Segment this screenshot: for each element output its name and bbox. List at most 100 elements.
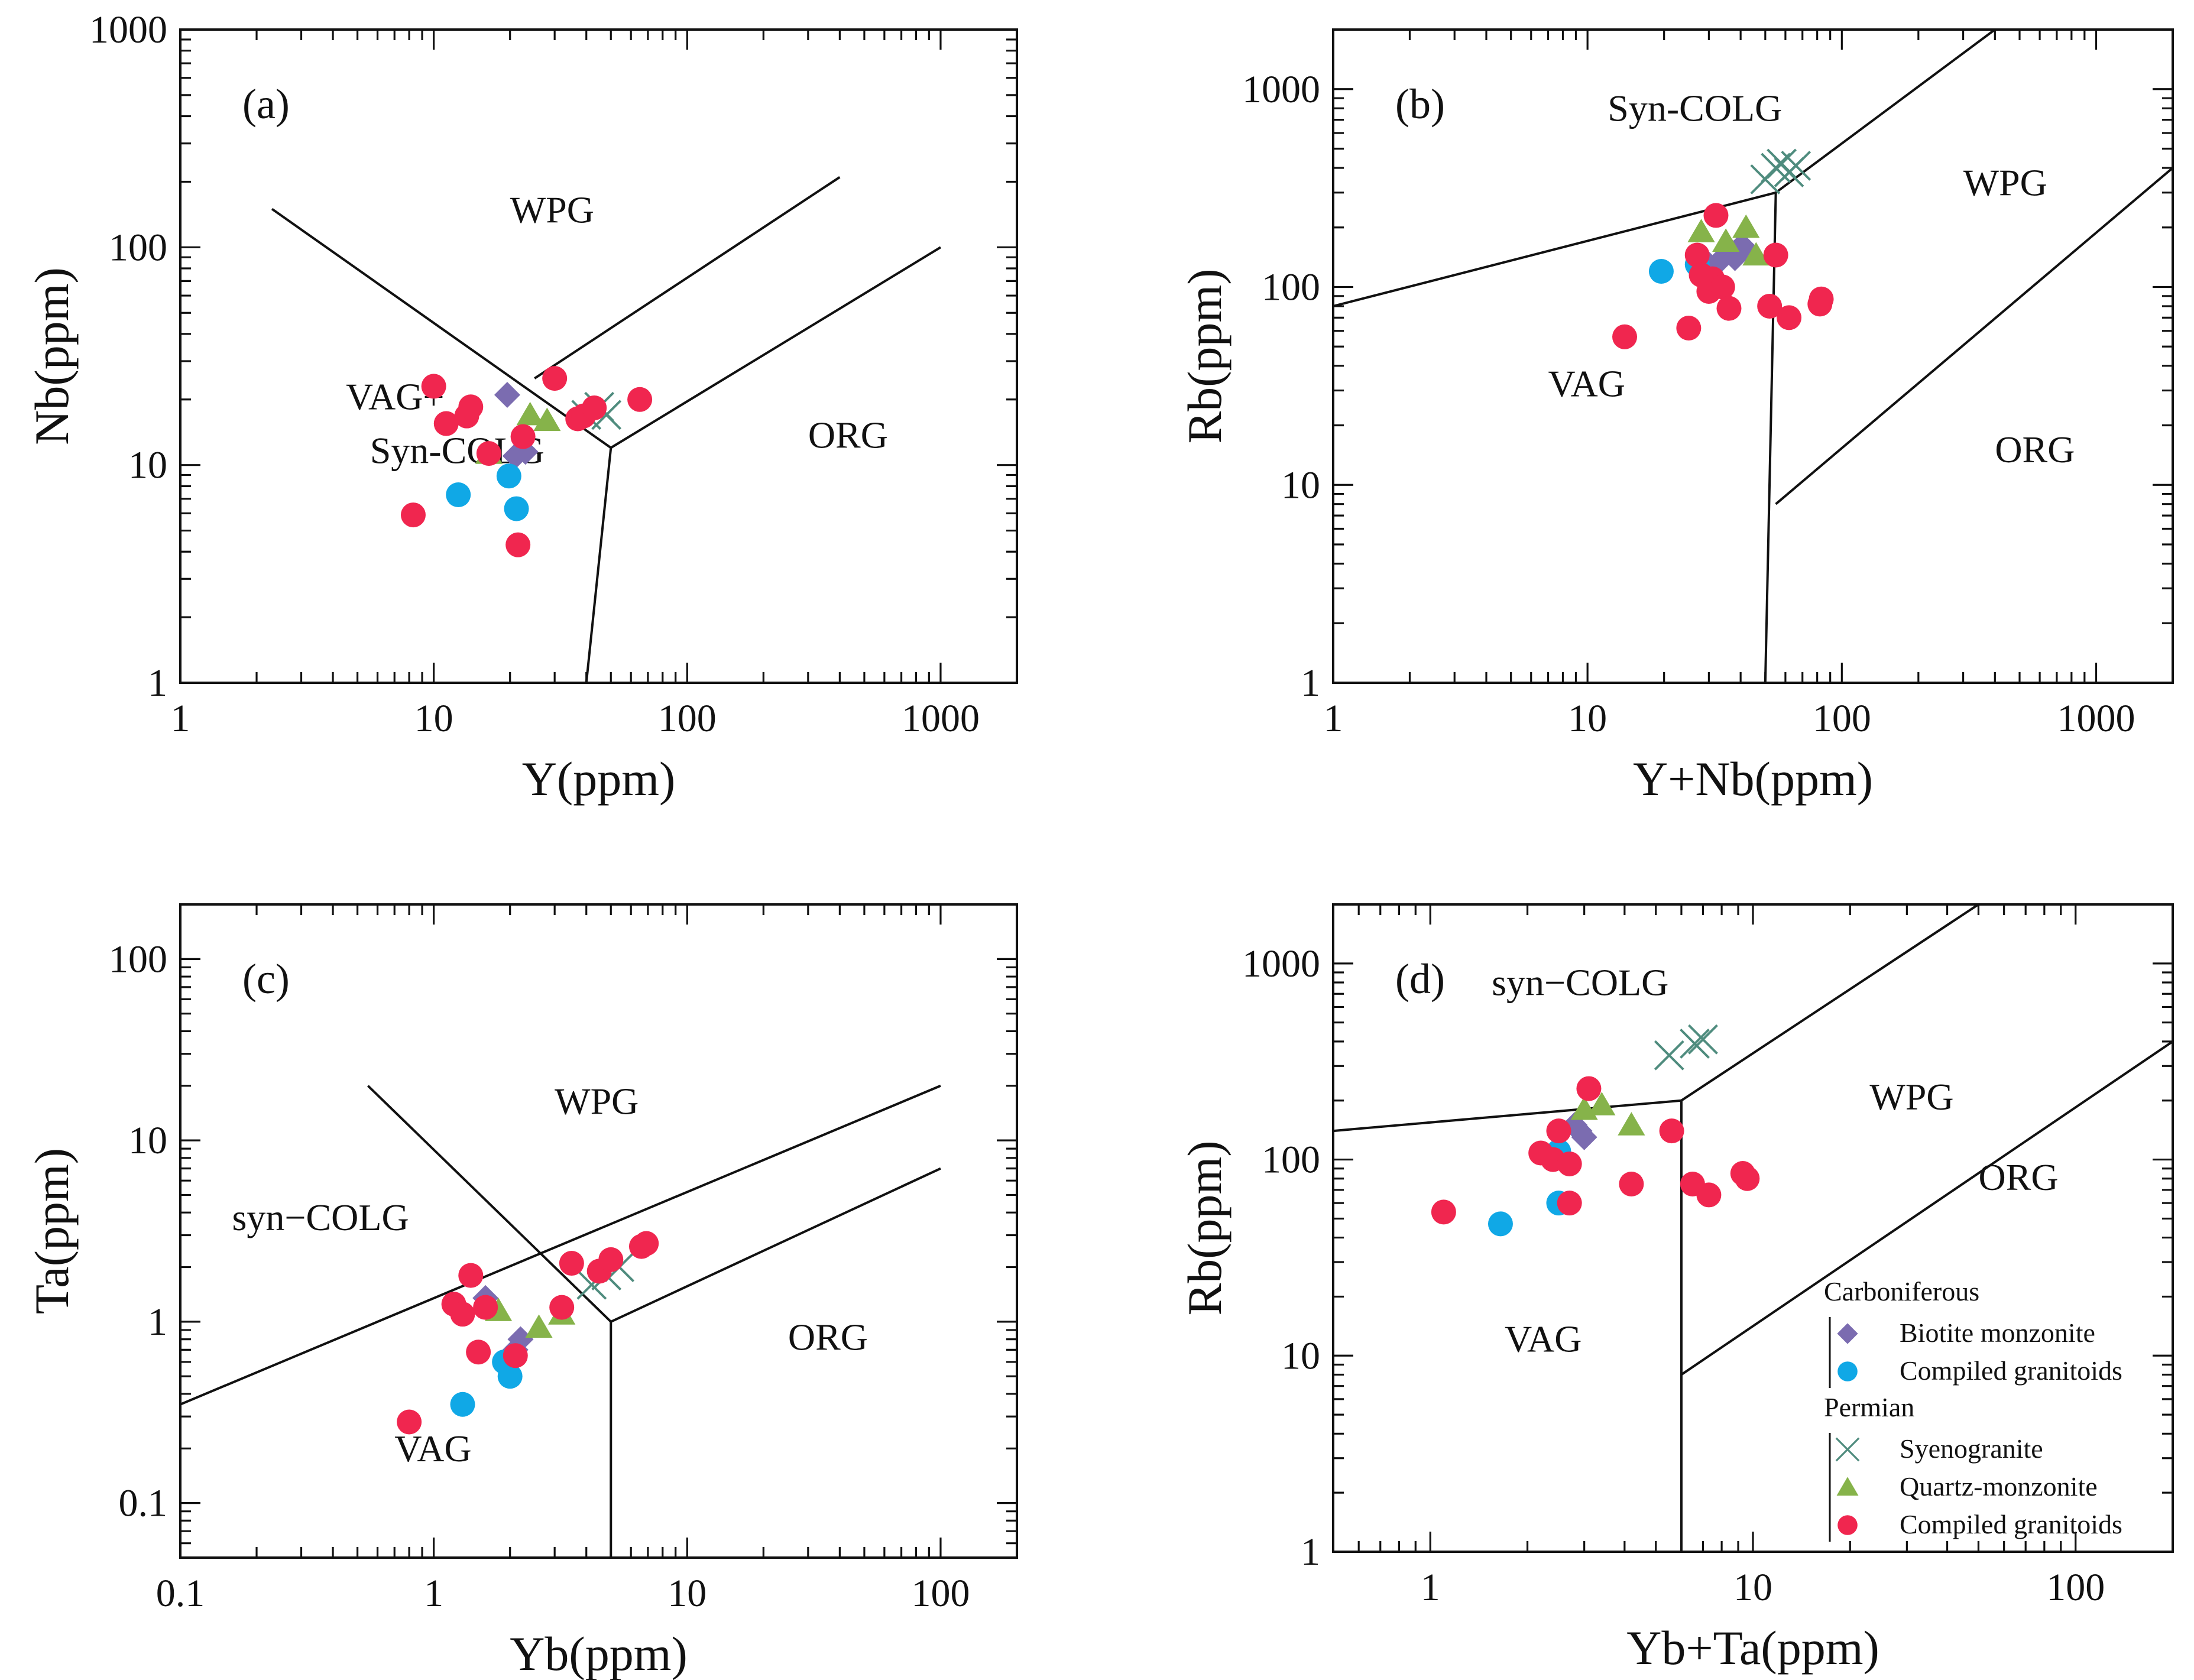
y-tick-label: 1: [148, 661, 167, 705]
data-point: [1571, 1124, 1597, 1150]
y-tick-label: 1000: [1242, 68, 1320, 111]
field-boundaries: [1333, 904, 2173, 1552]
series-compiled-granitoids-perm: [1612, 203, 1834, 349]
data-point: [1732, 214, 1760, 238]
x-tick-label: 10: [414, 697, 453, 740]
y-tick-label: 100: [1262, 266, 1320, 309]
data-point: [1680, 1029, 1710, 1059]
data-point: [400, 502, 426, 528]
field-label: VAG: [1548, 363, 1625, 405]
series-quartz-monzonite: [1570, 1092, 1645, 1136]
data-point: [1703, 203, 1729, 228]
series-compiled-granitoids-carb: [446, 463, 529, 521]
data-point: [1710, 274, 1735, 300]
legend-marker: [1837, 1361, 1858, 1381]
data-point: [1576, 1076, 1602, 1101]
axis-ticks: [1332, 28, 2174, 684]
data-points: [397, 1231, 659, 1435]
data-point: [634, 1231, 659, 1256]
data-point: [505, 532, 531, 557]
data-point: [1742, 242, 1770, 266]
y-tick-label: 1: [1301, 661, 1320, 705]
boundary-line: [1680, 904, 1979, 1102]
x-tick-label: 1: [424, 1572, 443, 1615]
data-point: [549, 1295, 575, 1320]
boundary-line: [585, 447, 612, 683]
field-label: WPG: [510, 189, 594, 231]
field-label: ORG: [1978, 1156, 2058, 1198]
series-quartz-monzonite: [1687, 214, 1770, 266]
data-point: [582, 395, 607, 420]
legend: Carboniferous Biotite monzonite Compiled g…: [1824, 1276, 2122, 1542]
series-compiled-granitoids-perm: [400, 366, 653, 557]
field-boundaries: [1333, 30, 2173, 683]
data-point: [433, 411, 459, 436]
data-point: [1696, 1182, 1722, 1208]
field-label: ORG: [1995, 429, 2075, 471]
field-label: VAG: [394, 1428, 471, 1470]
data-point: [1687, 219, 1715, 242]
data-point: [466, 1340, 491, 1365]
data-point: [1612, 324, 1638, 349]
panel-label: (a): [242, 80, 290, 128]
x-axis-label: Y+Nb(ppm): [1633, 752, 1873, 806]
data-point: [446, 482, 471, 508]
data-point: [1487, 1211, 1513, 1237]
data-point: [1654, 1040, 1684, 1071]
y-axis-label: Rb(ppm): [1178, 268, 1232, 443]
y-axis-label: Ta(ppm): [25, 1148, 79, 1314]
panel-a: 1 10 100 10001101001000Y(ppm)Nb(ppm)(a)WPGV…: [25, 8, 1018, 806]
boundary-line: [367, 1085, 612, 1323]
data-point: [503, 1343, 528, 1368]
data-point: [1712, 228, 1740, 252]
data-point: [516, 401, 544, 426]
x-tick-label: 100: [658, 697, 717, 740]
y-tick-label: 10: [1281, 1334, 1320, 1377]
legend-group-title: Carboniferous: [1824, 1276, 1979, 1306]
data-point: [1809, 286, 1834, 312]
data-point: [1659, 1118, 1684, 1144]
boundary-line: [610, 1167, 941, 1323]
data-point: [504, 496, 529, 521]
data-point: [496, 463, 521, 489]
field-label: Syn-COLG: [1608, 87, 1782, 129]
data-point: [497, 1364, 523, 1389]
x-tick-label: 100: [911, 1572, 970, 1615]
panel-b: 1 10 100 1000 1 10 100 1000 Y+Nb(ppm) Rb(ppm) (b) S…: [1178, 28, 2174, 806]
data-points: [1612, 148, 1834, 349]
data-point: [458, 394, 484, 420]
data-point: [421, 374, 446, 399]
panel-label: (c): [242, 955, 290, 1003]
x-tick-label: 1: [171, 697, 190, 740]
x-tick-label: 0.1: [156, 1572, 205, 1615]
legend-marker: [1835, 1437, 1860, 1462]
x-axis-label: Yb+Ta(ppm): [1626, 1621, 1879, 1675]
axis-ticks: [179, 903, 1018, 1559]
field-label: ORG: [788, 1316, 868, 1358]
boundary-line: [1775, 167, 2173, 505]
axis-ticks: [1332, 903, 2174, 1553]
plot-frame: [179, 903, 1018, 1559]
data-point: [1684, 242, 1710, 268]
y-tick-label: 0.1: [119, 1482, 168, 1525]
data-point: [476, 441, 501, 466]
series-syenogranite: [1750, 148, 1811, 194]
data-point: [525, 1314, 553, 1338]
x-tick-label: 1: [1324, 697, 1343, 740]
legend-label: Quartz-monzonite: [1900, 1471, 2098, 1501]
boundary-line: [610, 246, 941, 449]
data-point: [1557, 1151, 1582, 1176]
field-label: syn−COLG: [1492, 961, 1668, 1003]
legend-label: Compiled granitoids: [1900, 1355, 2122, 1386]
legend-label: Biotite monzonite: [1900, 1318, 2095, 1348]
boundary-line: [1333, 1099, 1682, 1133]
data-point: [1618, 1112, 1645, 1136]
y-tick-label: 100: [1262, 1139, 1320, 1182]
series-compiled-granitoids-perm: [1431, 1076, 1760, 1225]
x-tick-label: 10: [1733, 1566, 1772, 1609]
legend-marker: [1837, 1515, 1858, 1535]
y-axis-label: Rb(ppm): [1178, 1140, 1232, 1315]
data-point: [559, 1251, 584, 1276]
data-point: [397, 1409, 422, 1435]
x-axis-label: Y(ppm): [522, 752, 676, 806]
